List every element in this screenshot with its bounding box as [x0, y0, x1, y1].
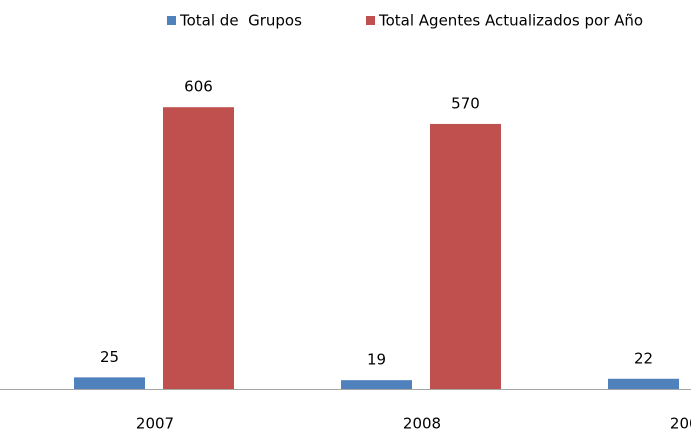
- x-tick-label: 2008: [403, 415, 441, 433]
- bar: [430, 123, 501, 389]
- bar: [608, 378, 679, 389]
- x-tick-label: 2009: [670, 415, 691, 433]
- data-label: 25: [100, 348, 119, 366]
- legend-label: Total de Grupos: [179, 12, 302, 30]
- data-label: 22: [634, 349, 653, 367]
- bar: [74, 377, 145, 389]
- data-label: 570: [451, 94, 480, 112]
- legend-swatch: [167, 16, 176, 25]
- bar: [163, 107, 234, 390]
- legend-label: Total Agentes Actualizados por Año: [378, 12, 643, 30]
- data-label: 19: [367, 351, 386, 369]
- x-tick-label: 2007: [136, 415, 174, 433]
- legend-swatch: [366, 16, 375, 25]
- data-label: 606: [184, 78, 213, 96]
- bar: [341, 380, 412, 389]
